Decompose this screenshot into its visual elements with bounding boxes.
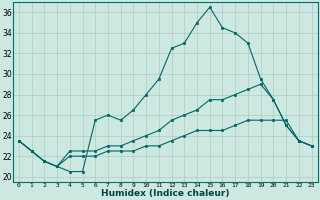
X-axis label: Humidex (Indice chaleur): Humidex (Indice chaleur) [101, 189, 229, 198]
